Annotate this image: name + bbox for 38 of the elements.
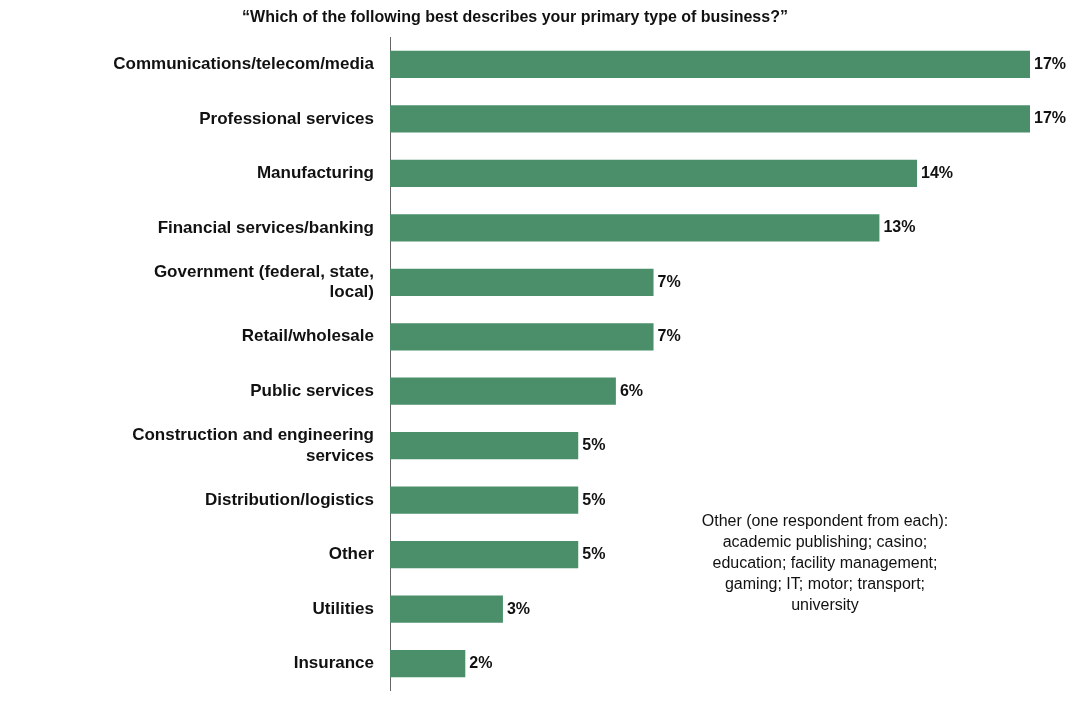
data-label: 14% [921,163,954,181]
y-tick-label: Retail/wholesale [241,326,374,346]
data-label: 13% [883,218,916,236]
data-label: 7% [657,272,681,290]
bar [390,649,466,678]
data-label: 6% [619,381,644,399]
chart-title: “Which of the following best describes your primary type of business?” [242,8,788,26]
annotation: Other (one respondent from each): academic publishing; casino; education; facility management; gaming; IT; motor; transport; university [700,511,950,615]
data-label: 3% [506,599,531,617]
y-tick-label: Financial services/banking [157,217,374,237]
bar [390,323,654,351]
y-tick-label: Distribution/logistics [204,489,374,509]
bar [390,50,1030,79]
bar [390,541,579,569]
y-tick-label: Utilities [312,598,374,618]
bar [390,214,880,242]
bar [390,268,654,296]
data-label: 2% [469,653,493,671]
data-label: 17% [1034,109,1067,127]
data-label: 5% [582,436,606,454]
data-label: 5% [582,490,606,508]
y-tick-label: Communications/telecom/media [113,54,375,74]
y-tick-label: Government (federal, state, local) [153,261,374,302]
bar [390,432,579,460]
y-tick-label: Insurance [293,653,374,673]
y-tick-label: Construction and engineering services [132,425,374,465]
bar [390,105,1030,133]
data-label: 5% [582,545,606,563]
y-tick-label: Other [328,544,375,564]
data-label: 7% [657,327,681,345]
data-label: 17% [1034,54,1067,72]
y-tick-label: Public services [250,380,374,400]
bar [390,377,616,405]
bar [390,486,579,514]
y-tick-label: Manufacturing [256,163,374,183]
bar [390,159,918,187]
bar [390,595,503,623]
y-tick-label: Professional services [199,108,374,128]
